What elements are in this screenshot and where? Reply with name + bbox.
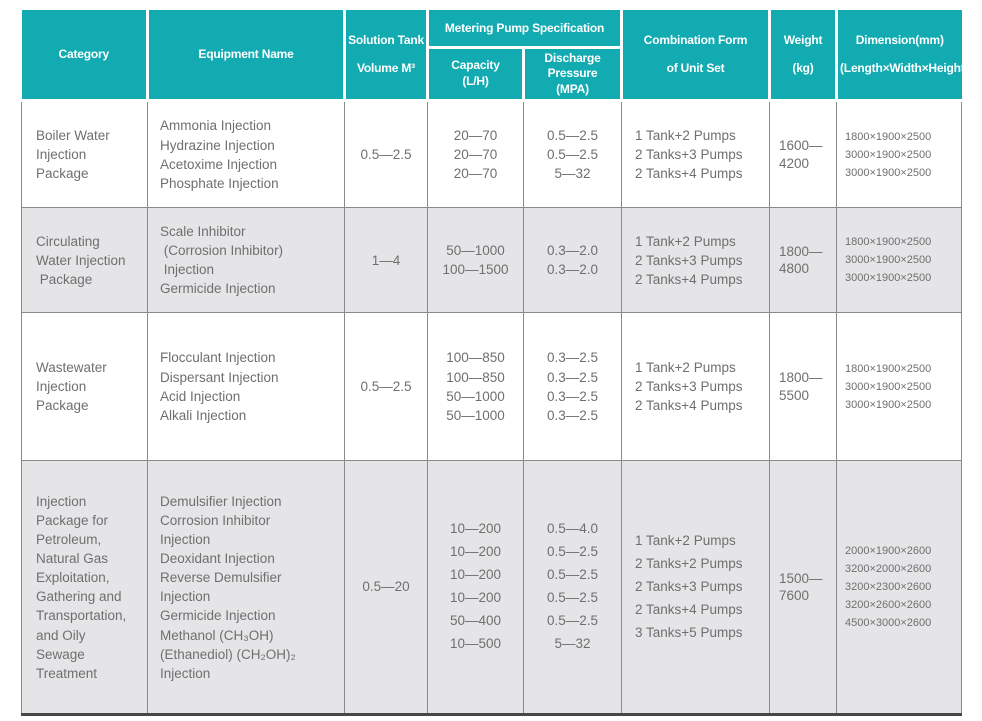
cell-combination: 1 Tank+2 Pumps 2 Tanks+3 Pumps 2 Tanks+4… bbox=[621, 207, 771, 314]
cell-tank-volume: 0.5—2.5 bbox=[344, 100, 428, 209]
table-row-boiler-water: Boiler Water Injection Package Ammonia I… bbox=[21, 100, 963, 209]
header-equipment-name: Equipment Name bbox=[146, 10, 346, 103]
header-category: Category bbox=[21, 10, 149, 103]
cell-category: Injection Package for Petroleum, Natural… bbox=[21, 460, 148, 717]
cell-tank-volume: 1—4 bbox=[344, 207, 428, 314]
cell-equipment: Demulsifier Injection Corrosion Inhibito… bbox=[147, 460, 345, 717]
cell-category: Wastewater Injection Package bbox=[21, 312, 148, 462]
cell-dimension: 1800×1900×2500 3000×1900×2500 3000×1900×… bbox=[836, 100, 963, 209]
table-row-circulating-water: Circulating Water Injection Package Scal… bbox=[21, 207, 963, 314]
cell-combination: 1 Tank+2 Pumps 2 Tanks+3 Pumps 2 Tanks+4… bbox=[621, 100, 771, 209]
header-solution-tank-volume: Solution Tank Volume M³ bbox=[343, 10, 429, 103]
cell-combination: 1 Tank+2 Pumps 2 Tanks+2 Pumps 2 Tanks+3… bbox=[621, 460, 771, 717]
cell-equipment: Flocculant Injection Dispersant Injectio… bbox=[147, 312, 345, 462]
cell-pressure: 0.5—4.0 0.5—2.5 0.5—2.5 0.5—2.5 0.5—2.5 … bbox=[522, 460, 623, 717]
cell-weight: 1800— 5500 bbox=[769, 312, 838, 462]
cell-dimension: 2000×1900×2600 3200×2000×2600 3200×2300×… bbox=[836, 460, 963, 717]
cell-pressure: 0.3—2.0 0.3—2.0 bbox=[522, 207, 623, 314]
cell-capacity: 20—70 20—70 20—70 bbox=[427, 100, 524, 209]
cell-capacity: 100—850 100—850 50—1000 50—1000 bbox=[427, 312, 524, 462]
header-combination-form: Combination Form of Unit Set bbox=[620, 10, 772, 103]
cell-dimension: 1800×1900×2500 3000×1900×2500 3000×1900×… bbox=[836, 312, 963, 462]
cell-dimension: 1800×1900×2500 3000×1900×2500 3000×1900×… bbox=[836, 207, 963, 314]
table-body: Boiler Water Injection Package Ammonia I… bbox=[21, 100, 963, 717]
header-capacity: Capacity (L/H) bbox=[427, 45, 525, 103]
cell-capacity: 50—1000 100—1500 bbox=[427, 207, 524, 314]
cell-category: Boiler Water Injection Package bbox=[21, 100, 148, 209]
cell-pressure: 0.3—2.5 0.3—2.5 0.3—2.5 0.3—2.5 bbox=[522, 312, 623, 462]
table-row-petroleum: Injection Package for Petroleum, Natural… bbox=[21, 460, 963, 717]
cell-combination: 1 Tank+2 Pumps 2 Tanks+3 Pumps 2 Tanks+4… bbox=[621, 312, 771, 462]
header-metering-pump-specification: Metering Pump Specification bbox=[425, 10, 624, 49]
cell-weight: 1500— 7600 bbox=[769, 460, 838, 717]
header-weight: Weight (kg) bbox=[768, 10, 839, 103]
cell-capacity: 10—200 10—200 10—200 10—200 50—400 10—50… bbox=[427, 460, 524, 717]
cell-tank-volume: 0.5—2.5 bbox=[344, 312, 428, 462]
cell-tank-volume: 0.5—20 bbox=[344, 460, 428, 717]
header-dimension: Dimension(mm) (Length×Width×Height) bbox=[835, 10, 969, 103]
table-row-wastewater: Wastewater Injection Package Flocculant … bbox=[21, 312, 963, 462]
cell-equipment: Ammonia Injection Hydrazine Injection Ac… bbox=[147, 100, 345, 209]
header-discharge-pressure: Discharge Pressure (MPA) bbox=[521, 45, 622, 103]
equipment-spec-table: Category Equipment Name Solution Tank Vo… bbox=[21, 10, 969, 717]
cell-category: Circulating Water Injection Package bbox=[21, 207, 148, 314]
cell-weight: 1600— 4200 bbox=[769, 100, 838, 209]
cell-weight: 1800— 4800 bbox=[769, 207, 838, 314]
cell-equipment: Scale Inhibitor (Corrosion Inhibitor) In… bbox=[147, 207, 345, 314]
table-header: Category Equipment Name Solution Tank Vo… bbox=[21, 10, 969, 103]
cell-pressure: 0.5—2.5 0.5—2.5 5—32 bbox=[522, 100, 623, 209]
